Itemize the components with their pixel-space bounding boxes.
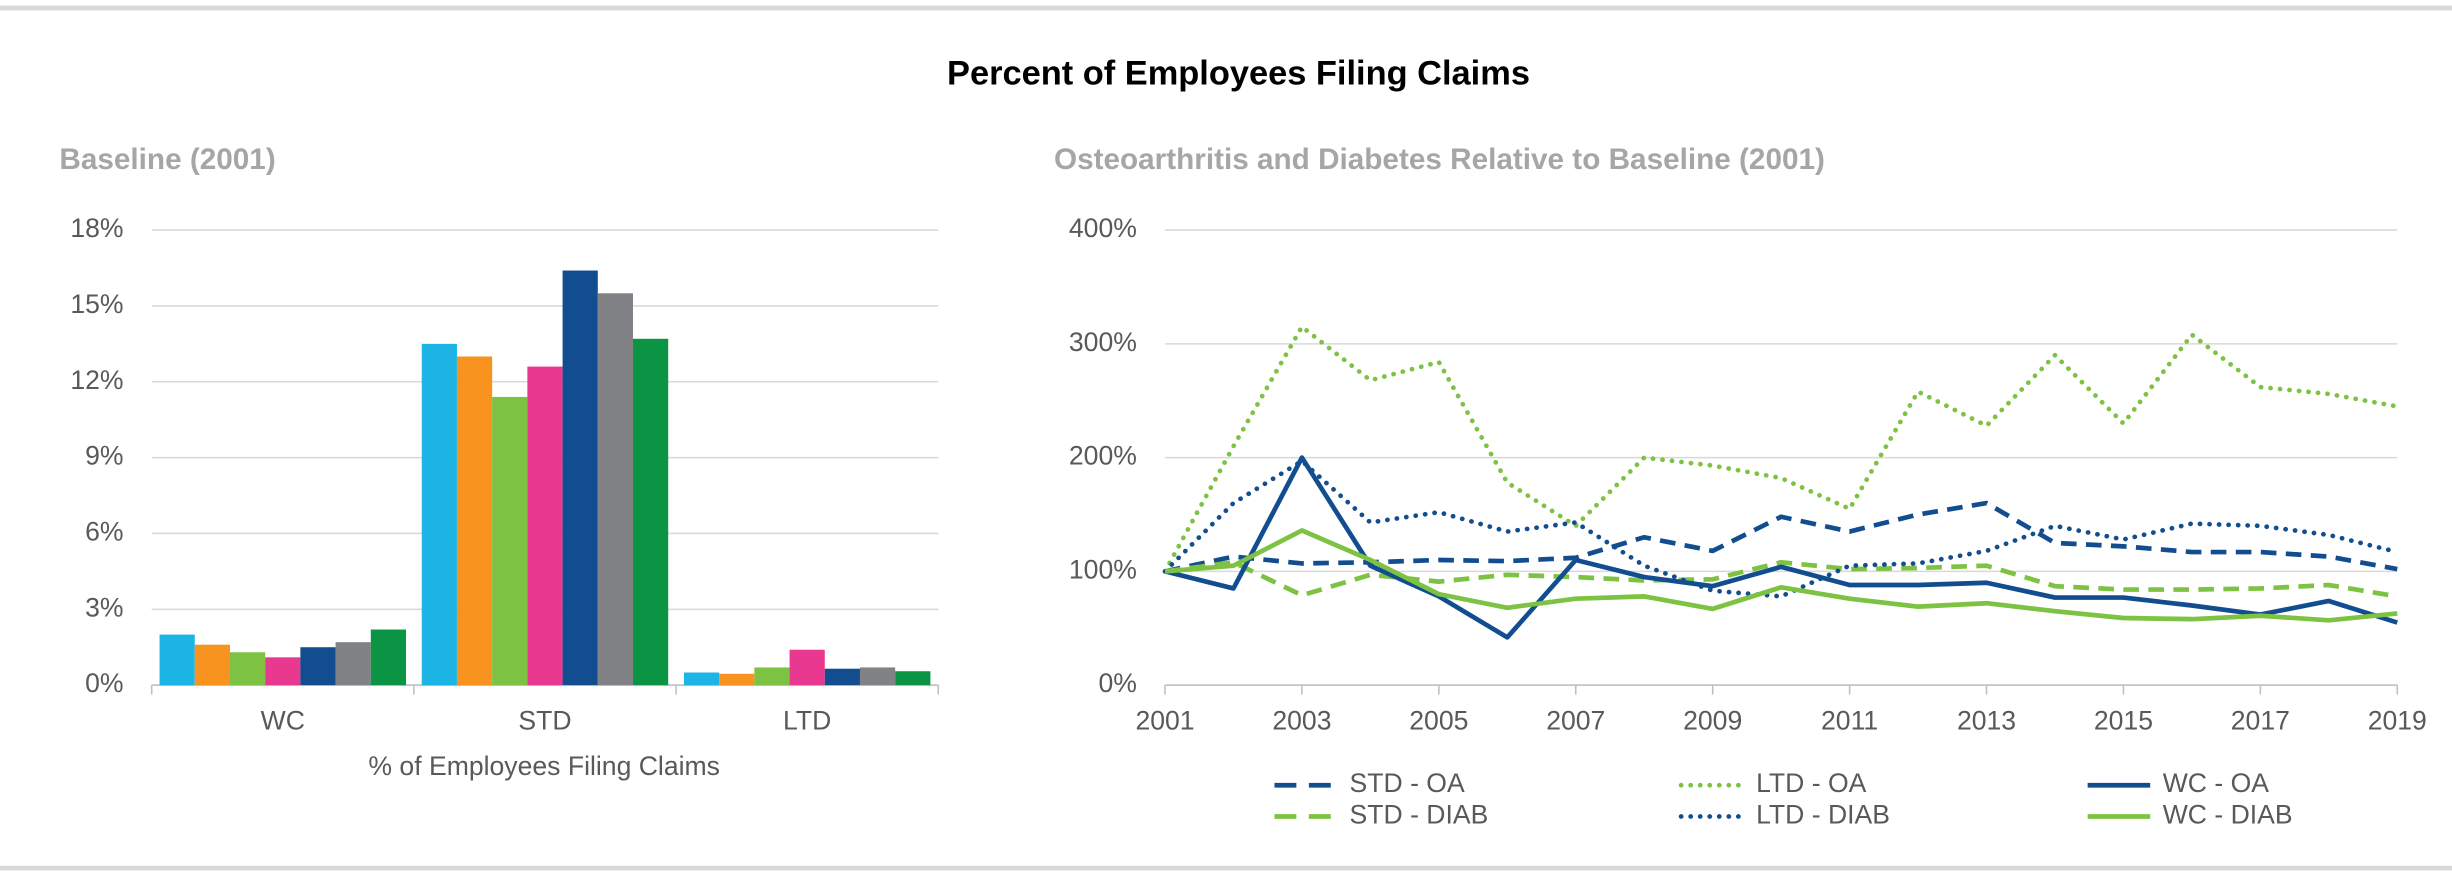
x-tick-label: 2007: [1546, 706, 1605, 736]
bar: [632, 338, 669, 686]
y-tick-label: 3%: [85, 592, 123, 622]
bar: [229, 652, 266, 686]
x-tick-label: 2011: [1821, 706, 1878, 736]
x-tick-label: 2013: [1957, 706, 2016, 736]
bar: [265, 657, 301, 686]
y-tick-label: 0%: [85, 668, 123, 698]
x-axis-label: % of Employees Filing Claims: [368, 751, 720, 781]
legend-label: STD - OA: [1350, 768, 1465, 798]
bar: [719, 673, 755, 686]
x-tick-label: STD: [518, 706, 571, 736]
y-tick-label: 300%: [1069, 327, 1137, 357]
y-tick-label: 18%: [70, 213, 123, 243]
line: [1162, 458, 2400, 599]
bar: [527, 366, 563, 686]
y-tick-label: 400%: [1069, 213, 1137, 243]
bar: [754, 667, 790, 686]
legend-label: WC - OA: [2163, 768, 2270, 798]
y-tick-label: 12%: [70, 365, 123, 395]
legend-label: LTD - DIAB: [1756, 800, 1890, 830]
legend-label: STD - DIAB: [1350, 800, 1489, 830]
bar: [859, 667, 896, 686]
bar: [824, 668, 860, 686]
x-tick-label: 2019: [2368, 706, 2427, 736]
x-tick-label: 2017: [2231, 706, 2290, 736]
x-tick-label: 2009: [1683, 706, 1742, 736]
x-tick-label: 2005: [1409, 706, 1468, 736]
bar: [895, 671, 931, 686]
y-tick-label: 100%: [1069, 554, 1137, 584]
bar: [683, 672, 720, 686]
y-tick-label: 0%: [1098, 668, 1136, 698]
bar: [335, 642, 371, 686]
bar-chart-title: Baseline (2001): [59, 143, 275, 176]
y-tick-label: 15%: [70, 289, 123, 319]
line: [1162, 324, 2400, 574]
bar: [456, 356, 493, 686]
bar: [421, 343, 457, 686]
bar: [562, 270, 598, 686]
line: [1164, 528, 2398, 623]
y-tick-label: 9%: [85, 441, 123, 471]
bar: [194, 644, 230, 686]
page-title: Percent of Employees Filing Claims: [947, 54, 1530, 92]
line: [1164, 455, 2398, 640]
y-tick-label: 200%: [1069, 441, 1137, 471]
legend-label: LTD - OA: [1756, 768, 1867, 798]
x-tick-label: 2001: [1135, 706, 1194, 736]
line-chart-title: Osteoarthritis and Diabetes Relative to …: [1054, 143, 1825, 176]
bar: [597, 293, 633, 686]
bar: [370, 629, 407, 686]
x-tick-label: 2015: [2094, 706, 2153, 736]
bar: [300, 647, 336, 686]
x-tick-label: LTD: [783, 706, 831, 736]
x-tick-label: 2003: [1272, 706, 1331, 736]
y-tick-label: 6%: [85, 516, 123, 546]
bar: [159, 634, 195, 686]
x-tick-label: WC: [261, 706, 305, 736]
bar: [789, 649, 825, 686]
bar: [492, 396, 528, 686]
line: [1164, 559, 2398, 599]
legend-label: WC - DIAB: [2163, 800, 2293, 830]
